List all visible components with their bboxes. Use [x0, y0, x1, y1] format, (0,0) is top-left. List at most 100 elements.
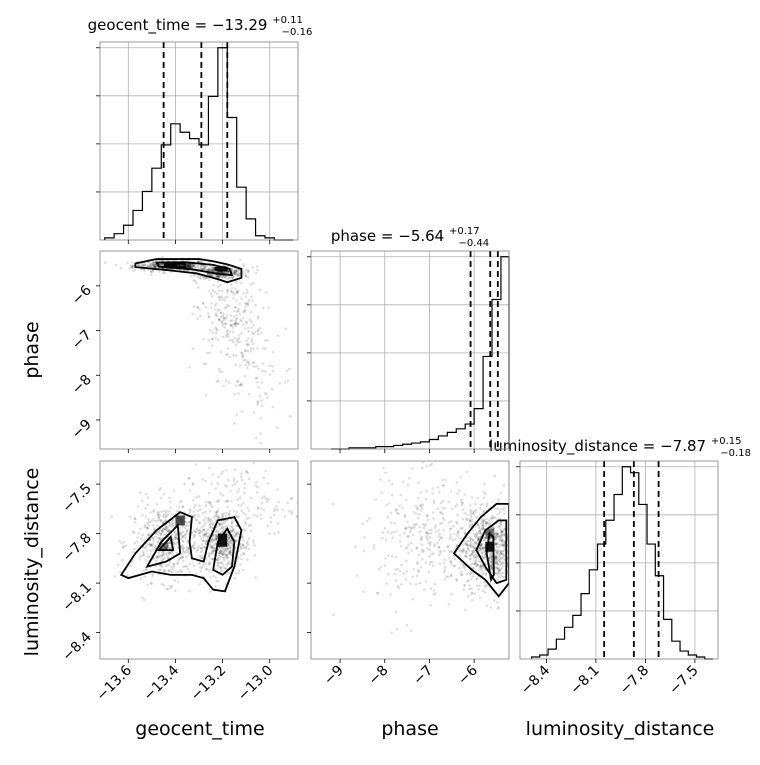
sample-point [256, 347, 259, 350]
sample-point [234, 532, 238, 535]
sample-point [244, 358, 247, 362]
sample-point [430, 528, 433, 532]
sample-point [215, 314, 219, 317]
sample-point [484, 562, 488, 566]
sample-point [218, 531, 221, 535]
histogram-luminosity-distance [530, 466, 714, 660]
sample-point [490, 557, 494, 560]
sample-point [495, 555, 499, 559]
sample-point [238, 383, 241, 387]
sample-point [211, 268, 214, 271]
sample-point [220, 275, 224, 279]
sample-point [233, 336, 237, 340]
sample-point [244, 363, 248, 367]
sample-point [466, 594, 470, 598]
sample-point [168, 523, 172, 527]
sample-point [197, 531, 201, 535]
sample-point [246, 544, 250, 547]
sample-point [234, 270, 238, 273]
sample-point [182, 432, 185, 435]
sample-point [432, 552, 436, 555]
sample-point [268, 532, 271, 535]
panel-content [331, 461, 514, 635]
sample-point [440, 521, 443, 525]
sample-point [211, 557, 215, 561]
sample-point [194, 463, 198, 466]
sample-point [502, 508, 506, 512]
sample-point [198, 504, 201, 508]
sample-point [260, 331, 263, 335]
sample-point [193, 547, 196, 550]
sample-point [429, 531, 433, 535]
sample-point [428, 528, 431, 532]
sample-point [511, 578, 514, 581]
sample-point [469, 508, 472, 512]
sample-point [498, 524, 501, 528]
sample-point [200, 525, 204, 529]
sample-point [213, 304, 217, 308]
sample-point [395, 555, 398, 559]
sample-point [199, 264, 203, 268]
sample-point [193, 503, 197, 507]
sample-point [497, 525, 500, 529]
sample-point [234, 533, 238, 537]
sample-point [219, 492, 222, 495]
sample-point [150, 520, 153, 523]
sample-point [478, 547, 481, 550]
sample-point [227, 304, 231, 308]
sample-point [243, 308, 247, 312]
sample-point [158, 513, 162, 517]
sample-point [494, 533, 498, 536]
sample-point [152, 262, 156, 265]
sample-point [117, 552, 120, 556]
sample-point [511, 520, 514, 523]
sample-point [447, 603, 451, 606]
sample-point [250, 331, 254, 334]
sample-point [221, 549, 225, 552]
sample-point [187, 476, 191, 480]
sample-point [271, 350, 275, 354]
sample-point [402, 572, 405, 575]
sample-point [405, 546, 409, 549]
sample-point [465, 518, 469, 521]
sample-point [227, 560, 231, 563]
sample-point [254, 271, 258, 275]
sample-point [210, 268, 214, 272]
sample-point [486, 502, 489, 505]
sample-point [498, 575, 501, 579]
sample-point [196, 548, 200, 552]
sample-point [432, 499, 436, 503]
sample-point [455, 578, 458, 581]
sample-point [143, 523, 147, 527]
sample-point [214, 536, 218, 539]
contour-line [165, 262, 186, 268]
sample-point [498, 543, 501, 547]
sample-point [201, 511, 205, 515]
sample-point [465, 555, 469, 558]
sample-point [455, 503, 459, 506]
sample-point [288, 415, 292, 418]
sample-point [227, 535, 231, 539]
sample-point [191, 312, 194, 316]
sample-point [211, 265, 215, 269]
sample-point [455, 544, 459, 547]
sample-point [181, 539, 184, 543]
sample-point [159, 496, 163, 500]
sample-point [192, 265, 195, 269]
sample-point [235, 310, 239, 313]
sample-point [226, 547, 230, 551]
sample-point [234, 354, 238, 357]
sample-point [410, 629, 413, 633]
sample-point [432, 589, 436, 592]
sample-point [409, 528, 412, 532]
sample-point [419, 565, 423, 569]
sample-point [420, 466, 424, 470]
sample-point [479, 529, 482, 532]
sample-point [226, 533, 230, 537]
sample-point [213, 549, 216, 552]
sample-point [474, 508, 478, 512]
sample-point [408, 476, 411, 480]
sample-point [472, 542, 476, 545]
sample-point [207, 555, 211, 558]
sample-point [469, 545, 473, 548]
